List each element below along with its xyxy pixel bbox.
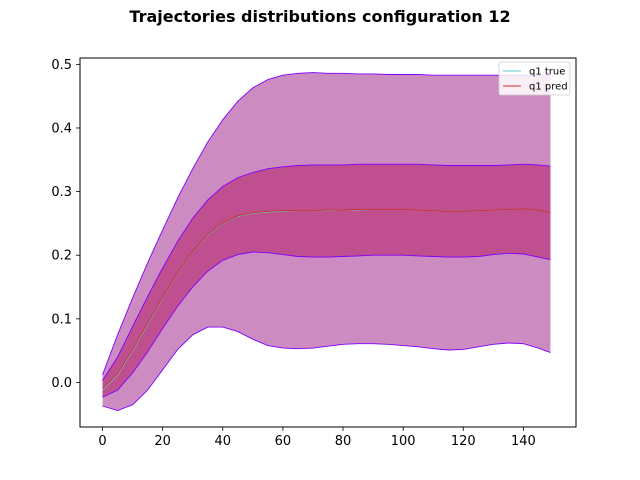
band-inner-upper-edge — [102, 163, 551, 381]
x-tick-label: 80 — [335, 434, 352, 449]
x-tick-label: 140 — [511, 434, 536, 449]
y-tick-label: 0.0 — [51, 376, 72, 391]
x-tick-label: 120 — [451, 434, 476, 449]
y-tick-label: 0.1 — [51, 312, 72, 327]
y-tick-label: 0.2 — [51, 249, 72, 264]
y-tick-label: 0.5 — [51, 58, 72, 73]
y-tick-label: 0.3 — [51, 185, 72, 200]
x-axis: 0 20 40 60 80 100 120 140 — [98, 427, 536, 449]
legend: q1 true q1 pred — [498, 61, 571, 96]
band-outer-upper-edge — [102, 72, 551, 375]
legend-label-q1-pred: q1 pred — [529, 82, 568, 93]
band-inner-lower-edge — [102, 251, 551, 398]
x-tick-label: 0 — [98, 434, 106, 449]
x-tick-label: 100 — [391, 434, 416, 449]
x-tick-label: 40 — [215, 434, 232, 449]
series-lines — [102, 208, 551, 391]
series-line-q1-pred — [102, 208, 551, 390]
band-inner-fill — [102, 164, 551, 398]
plot-area — [102, 72, 551, 411]
x-tick-label: 20 — [154, 434, 171, 449]
y-tick-label: 0.4 — [51, 121, 72, 136]
y-axis: 0.0 0.1 0.2 0.3 0.4 0.5 — [51, 58, 80, 391]
confidence-bands — [102, 72, 551, 411]
plot-frame — [79, 57, 577, 428]
x-tick-label: 60 — [275, 434, 292, 449]
legend-box — [498, 61, 571, 96]
legend-label-q1-true: q1 true — [529, 67, 565, 78]
chart-title: Trajectories distributions configuration… — [129, 7, 510, 26]
band-outer-lower-edge — [102, 326, 551, 411]
